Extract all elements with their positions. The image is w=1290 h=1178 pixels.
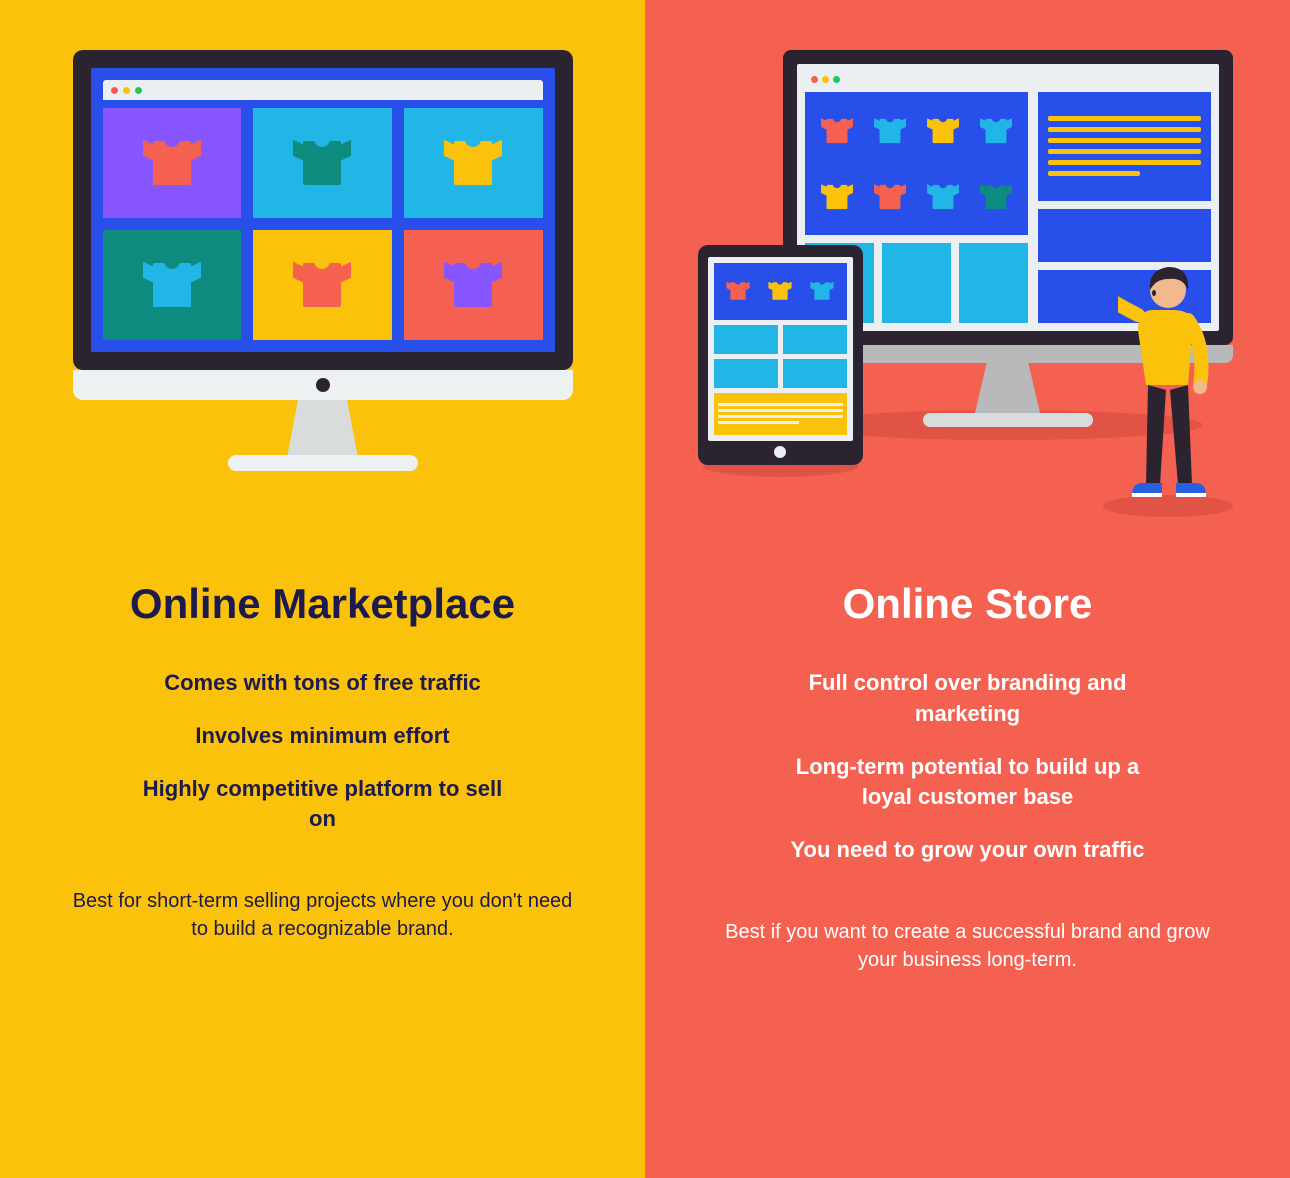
point-item: Comes with tons of free traffic [133, 668, 513, 699]
points-store: Full control over branding and marketing… [778, 668, 1158, 888]
power-button-icon [316, 378, 330, 392]
point-item: Highly competitive platform to sell on [133, 774, 513, 836]
illustration-marketplace [0, 50, 645, 510]
text-block-icon [1038, 92, 1210, 201]
product-grid-icon [805, 92, 1029, 235]
point-item: Long-term potential to build up a loyal … [778, 752, 1158, 814]
title-store: Online Store [843, 580, 1093, 628]
home-button-icon [774, 446, 786, 458]
summary-marketplace: Best for short-term selling projects whe… [73, 887, 573, 943]
summary-store: Best if you want to create a successful … [718, 918, 1218, 974]
tablet-icon [698, 245, 863, 465]
point-item: Full control over branding and marketing [778, 668, 1158, 730]
illustration-store [645, 50, 1290, 510]
point-item: Involves minimum effort [133, 721, 513, 752]
person-icon [1118, 255, 1238, 510]
panel-store: Online Store Full control over branding … [645, 0, 1290, 1178]
panel-marketplace: Online Marketplace Comes with tons of fr… [0, 0, 645, 1178]
browser-bar-icon [103, 80, 543, 100]
title-marketplace: Online Marketplace [130, 580, 515, 628]
monitor-icon [73, 50, 573, 471]
points-marketplace: Comes with tons of free traffic Involves … [133, 668, 513, 857]
point-item: You need to grow your own traffic [778, 835, 1158, 866]
